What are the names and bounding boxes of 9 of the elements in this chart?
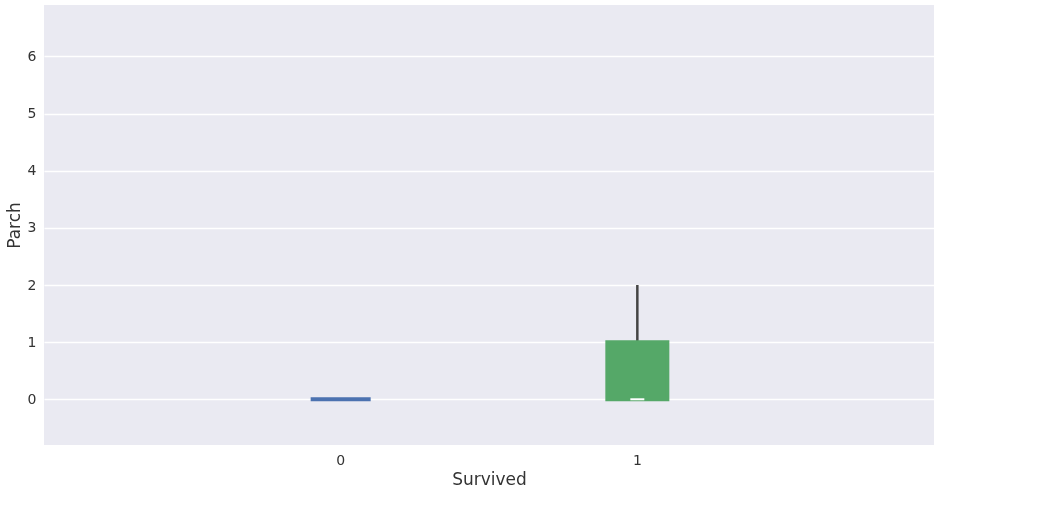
y-axis-title: Parch — [3, 202, 24, 249]
x-axis-title: Survived — [452, 468, 527, 489]
y-tick-label: 5 — [27, 105, 37, 122]
y-tick-label: 4 — [27, 162, 37, 179]
y-tick-label: 3 — [27, 219, 37, 236]
y-tick-label: 1 — [27, 333, 37, 350]
y-tick-label: 0 — [27, 390, 37, 407]
y-tick-label: 2 — [27, 276, 37, 293]
y-tick-label: 6 — [27, 47, 37, 64]
